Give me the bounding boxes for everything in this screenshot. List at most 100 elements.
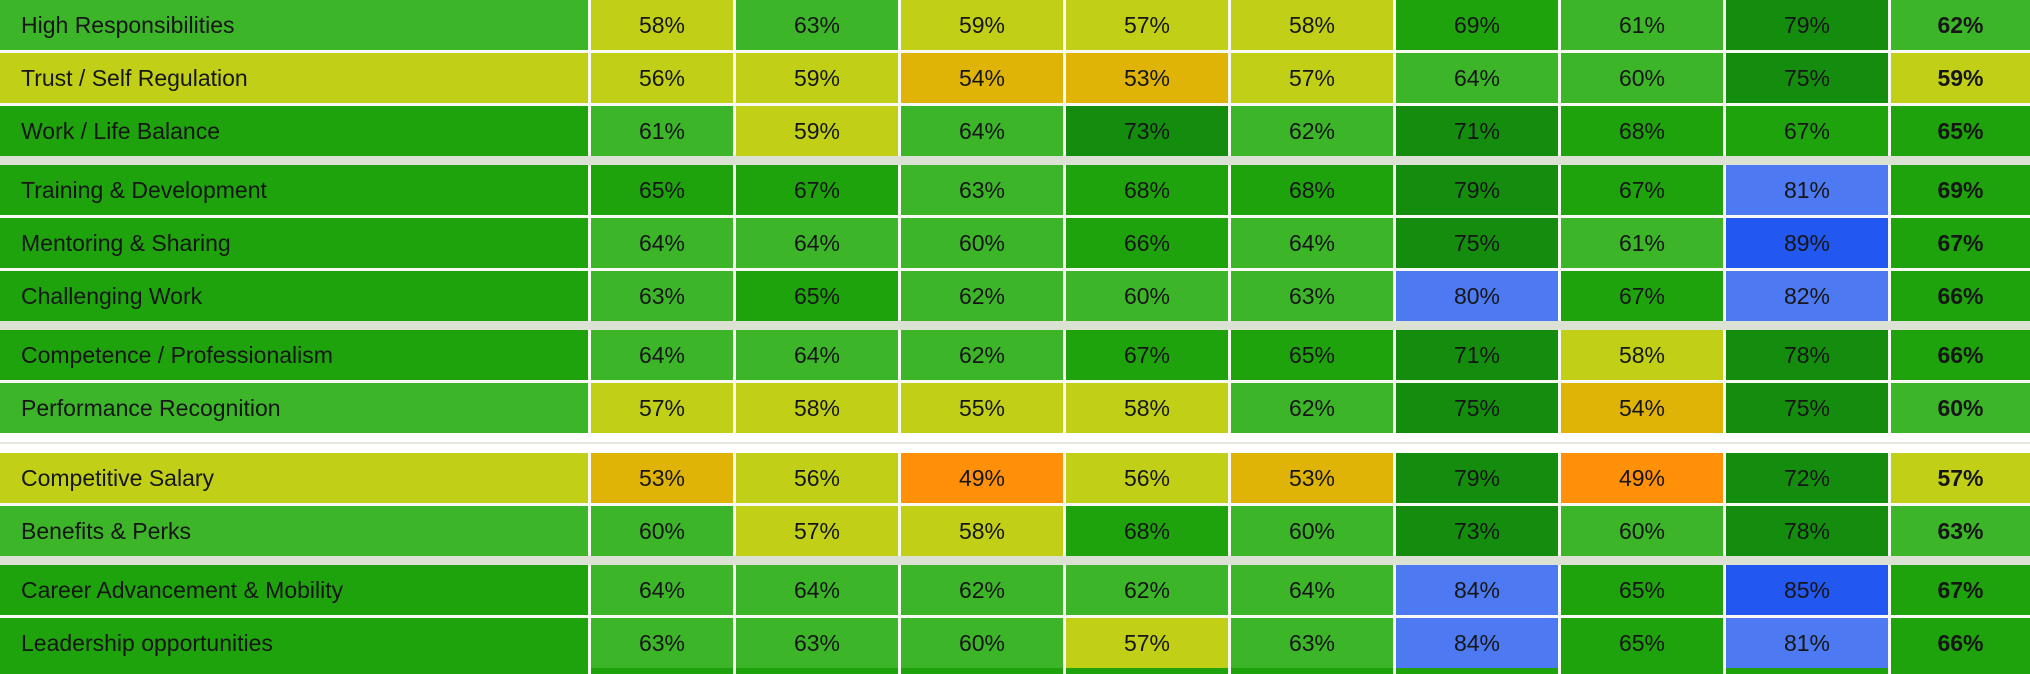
row-separator xyxy=(0,215,2030,218)
section-gap-line xyxy=(0,442,2030,444)
value-cell: 68% xyxy=(1066,165,1228,215)
table-row: Career Advancement & Mobility 64% 64% 62% 62… xyxy=(0,565,2030,615)
value-cell: 65% xyxy=(736,271,898,321)
row-separator xyxy=(0,50,2030,53)
value-cell: 67% xyxy=(1561,165,1723,215)
value-cell: 60% xyxy=(1561,506,1723,556)
value-cell: 75% xyxy=(1396,383,1558,433)
value-cell: 68% xyxy=(1066,506,1228,556)
table-row: Trust / Self Regulation 56% 59% 54% 53% 57% 64… xyxy=(0,53,2030,103)
value-cell: 64% xyxy=(1231,565,1393,615)
section-gap xyxy=(0,433,2030,453)
row-separator xyxy=(0,615,2030,618)
value-cell: 64% xyxy=(736,218,898,268)
group-separator xyxy=(0,321,2030,330)
value-cell: 57% xyxy=(1231,53,1393,103)
total-cell: 63% xyxy=(1891,506,2030,556)
value-cell: 59% xyxy=(736,53,898,103)
value-cell: 63% xyxy=(901,165,1063,215)
table-row: High Responsibilities 58% 63% 59% 57% 58% 69% 6… xyxy=(0,0,2030,50)
table-row: Leadership opportunities 63% 63% 60% 57% 63% 8… xyxy=(0,618,2030,668)
value-cell: 62% xyxy=(1231,106,1393,156)
value-cell xyxy=(591,668,733,674)
total-cell xyxy=(1891,668,2030,674)
row-label: Work / Life Balance xyxy=(0,106,588,156)
value-cell: 63% xyxy=(736,618,898,668)
value-cell: 78% xyxy=(1726,330,1888,380)
value-cell: 79% xyxy=(1396,165,1558,215)
value-cell: 60% xyxy=(1561,53,1723,103)
value-cell: 72% xyxy=(1726,453,1888,503)
value-cell: 63% xyxy=(1231,618,1393,668)
value-cell: 79% xyxy=(1726,0,1888,50)
total-cell: 59% xyxy=(1891,53,2030,103)
value-cell: 80% xyxy=(1396,271,1558,321)
table-row: Competence / Professionalism 64% 64% 62% 67%… xyxy=(0,330,2030,380)
value-cell: 64% xyxy=(901,106,1063,156)
value-cell: 59% xyxy=(901,0,1063,50)
row-label: High Responsibilities xyxy=(0,0,588,50)
total-cell: 65% xyxy=(1891,106,2030,156)
value-cell: 75% xyxy=(1726,383,1888,433)
value-cell: 56% xyxy=(591,53,733,103)
value-cell xyxy=(1561,668,1723,674)
value-cell: 82% xyxy=(1726,271,1888,321)
value-cell xyxy=(736,668,898,674)
value-cell: 68% xyxy=(1231,165,1393,215)
total-cell: 57% xyxy=(1891,453,2030,503)
total-cell: 67% xyxy=(1891,218,2030,268)
value-cell: 60% xyxy=(1231,506,1393,556)
value-cell: 57% xyxy=(1066,618,1228,668)
value-cell: 64% xyxy=(1396,53,1558,103)
value-cell: 73% xyxy=(1396,506,1558,556)
value-cell: 68% xyxy=(1561,106,1723,156)
table-row: Training & Development 65% 67% 63% 68% 68% 79%… xyxy=(0,165,2030,215)
value-cell: 63% xyxy=(1231,271,1393,321)
table-row: Benefits & Perks 60% 57% 58% 68% 60% 73% 60% 78%… xyxy=(0,506,2030,556)
value-cell: 64% xyxy=(591,218,733,268)
partial-row xyxy=(0,668,2030,674)
value-cell: 61% xyxy=(1561,0,1723,50)
value-cell: 71% xyxy=(1396,330,1558,380)
value-cell: 60% xyxy=(901,218,1063,268)
value-cell: 49% xyxy=(901,453,1063,503)
value-cell: 89% xyxy=(1726,218,1888,268)
value-cell: 63% xyxy=(591,271,733,321)
value-cell: 55% xyxy=(901,383,1063,433)
value-cell: 84% xyxy=(1396,618,1558,668)
row-label: Benefits & Perks xyxy=(0,506,588,556)
value-cell: 54% xyxy=(1561,383,1723,433)
value-cell: 66% xyxy=(1066,218,1228,268)
value-cell: 73% xyxy=(1066,106,1228,156)
value-cell: 75% xyxy=(1396,218,1558,268)
value-cell: 65% xyxy=(1561,565,1723,615)
value-cell: 81% xyxy=(1726,165,1888,215)
value-cell: 60% xyxy=(901,618,1063,668)
value-cell: 61% xyxy=(1561,218,1723,268)
value-cell: 64% xyxy=(736,565,898,615)
value-cell: 64% xyxy=(736,330,898,380)
value-cell: 64% xyxy=(591,565,733,615)
value-cell xyxy=(1726,668,1888,674)
value-cell: 60% xyxy=(1066,271,1228,321)
value-cell: 49% xyxy=(1561,453,1723,503)
value-cell: 64% xyxy=(1231,218,1393,268)
row-separator xyxy=(0,268,2030,271)
value-cell xyxy=(1066,668,1228,674)
value-cell: 67% xyxy=(1561,271,1723,321)
value-cell: 58% xyxy=(591,0,733,50)
value-cell: 79% xyxy=(1396,453,1558,503)
value-cell: 75% xyxy=(1726,53,1888,103)
value-cell: 78% xyxy=(1726,506,1888,556)
value-cell: 67% xyxy=(1726,106,1888,156)
value-cell xyxy=(1396,668,1558,674)
value-cell: 85% xyxy=(1726,565,1888,615)
total-cell: 67% xyxy=(1891,565,2030,615)
row-label xyxy=(0,668,588,674)
total-cell: 60% xyxy=(1891,383,2030,433)
value-cell: 58% xyxy=(736,383,898,433)
total-cell: 66% xyxy=(1891,330,2030,380)
value-cell xyxy=(1231,668,1393,674)
value-cell: 69% xyxy=(1396,0,1558,50)
